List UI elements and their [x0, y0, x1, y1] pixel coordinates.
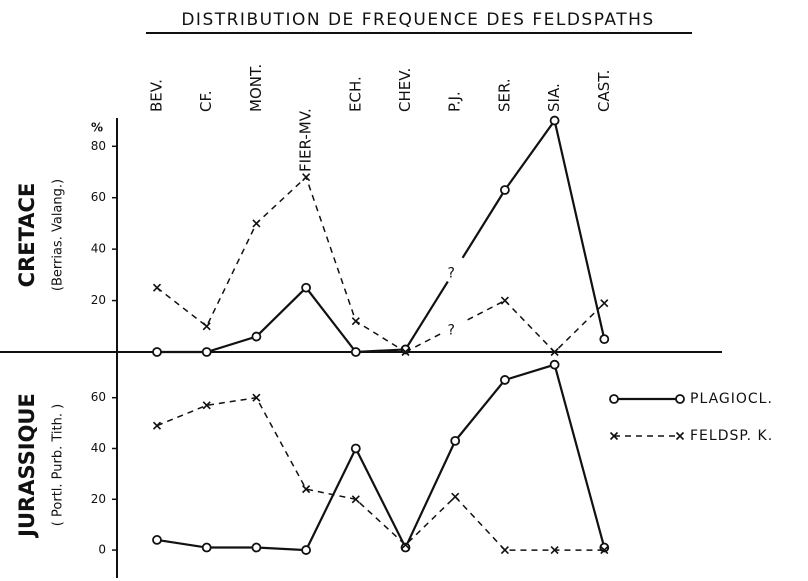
panel-label: CRETACE	[15, 183, 39, 288]
marker	[201, 347, 212, 357]
bridge-line	[461, 189, 506, 259]
y-tick-label: 0	[98, 543, 106, 557]
marker	[251, 331, 262, 342]
unit-label: %	[91, 121, 103, 135]
marker	[350, 443, 361, 454]
bridge-line	[405, 332, 444, 353]
marker	[351, 495, 360, 504]
legend-marker	[609, 431, 619, 441]
marker	[550, 546, 559, 555]
marker	[252, 219, 261, 228]
marker	[400, 542, 411, 553]
bridge-line	[404, 281, 449, 351]
y-tick-label: 20	[91, 293, 106, 307]
category-label: SER.	[495, 78, 513, 112]
series-line	[156, 363, 606, 552]
category-label: ECH.	[346, 76, 364, 112]
category-label: CF.	[197, 91, 215, 112]
marker	[401, 347, 410, 357]
legend-label: PLAGIOCL.	[690, 391, 773, 407]
marker	[301, 545, 312, 555]
annotation: ?	[447, 266, 454, 282]
marker	[202, 322, 211, 331]
marker	[152, 535, 162, 545]
category-label: CHEV.	[396, 68, 414, 112]
series-line	[156, 175, 406, 353]
marker	[152, 421, 162, 430]
marker	[451, 492, 460, 501]
bridge-line	[467, 299, 506, 321]
marker	[301, 282, 312, 293]
marker	[152, 283, 162, 292]
annotation: ?	[447, 322, 454, 338]
panel-sublabel: (Berrias. Valang.)	[51, 179, 66, 291]
marker	[152, 347, 162, 357]
marker	[549, 359, 560, 370]
y-tick-label: 60	[91, 190, 106, 204]
marker	[252, 393, 261, 402]
legend-marker	[675, 394, 685, 404]
marker	[599, 334, 610, 345]
panel-sublabel: ( Portl. Purb. Tith. )	[51, 404, 66, 526]
marker	[600, 546, 609, 555]
y-tick-label: 40	[91, 441, 106, 455]
category-label: FIER-MV.	[297, 108, 315, 172]
category-label: P.J.	[446, 91, 464, 112]
marker	[302, 173, 311, 182]
marker	[550, 347, 559, 357]
series-line	[504, 117, 606, 340]
legend-marker	[609, 394, 619, 404]
marker	[500, 546, 509, 555]
marker	[351, 317, 360, 326]
category-label: SIA.	[545, 83, 563, 112]
marker	[302, 485, 311, 494]
series-line	[157, 286, 406, 354]
y-tick-label: 40	[91, 242, 106, 256]
series-line	[504, 300, 605, 354]
marker	[499, 375, 510, 385]
legend-label: FELDSP. K.	[690, 428, 773, 444]
marker	[549, 115, 560, 126]
marker	[600, 299, 609, 308]
y-tick-label: 20	[91, 492, 106, 506]
y-tick-label: 60	[91, 390, 106, 404]
marker	[251, 542, 262, 553]
y-tick-label: 80	[91, 139, 106, 153]
panel-label: JURASSIQUE	[15, 393, 39, 539]
marker	[499, 185, 510, 195]
marker	[350, 347, 361, 357]
marker	[401, 540, 410, 550]
series-line	[156, 396, 605, 551]
marker	[500, 296, 509, 305]
category-label: BEV.	[148, 79, 166, 112]
category-label: CAST.	[595, 70, 613, 112]
legend-marker	[675, 431, 685, 441]
chart-title: DISTRIBUTION DE FREQUENCE DES FELDSPATHS	[181, 10, 654, 30]
marker	[201, 542, 212, 553]
marker	[450, 435, 461, 446]
marker	[202, 401, 211, 410]
category-label: MONT.	[247, 64, 265, 112]
